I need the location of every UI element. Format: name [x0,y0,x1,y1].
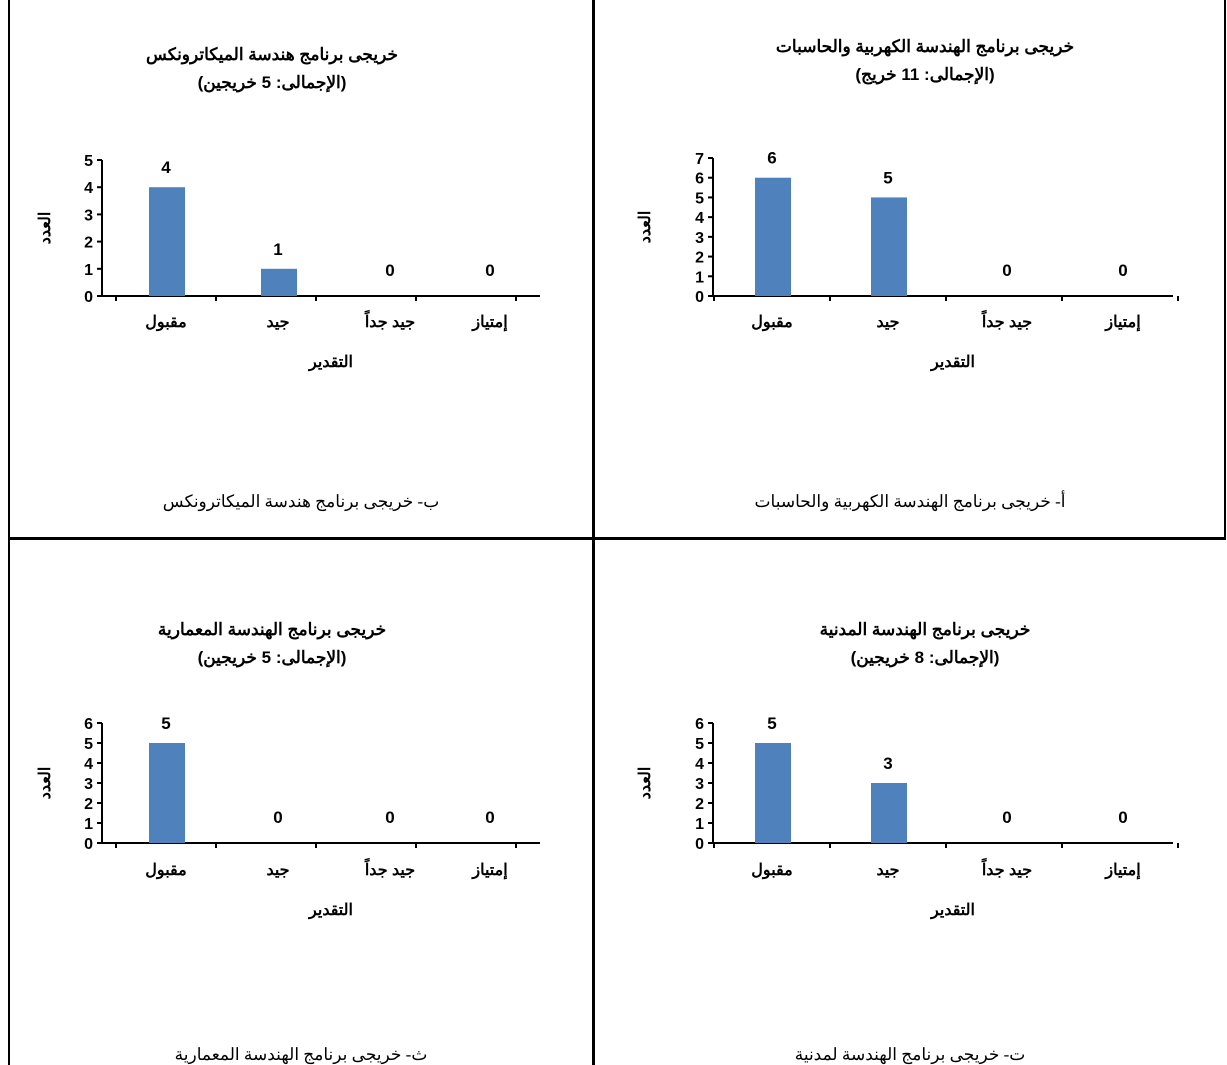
y-tick-label: 0 [695,289,704,306]
y-tick-label: 5 [695,190,704,207]
y-tick-label: 2 [695,796,704,813]
y-tick-label: 1 [84,816,93,833]
data-label: 5 [883,168,892,187]
data-label: 0 [1118,808,1127,827]
y-tick-label: 5 [695,736,704,753]
x-axis-title: التقدير [308,354,353,372]
table-divider-vertical [592,0,595,1065]
bar [755,743,791,843]
y-tick-label: 4 [84,180,93,197]
bar [755,177,791,296]
bar [261,268,297,296]
x-tick-label: جيد جداً [364,309,415,331]
chart-subtitle: (الإجمالى: 5 خريجين) [198,648,347,668]
y-tick-label: 6 [695,171,704,188]
x-tick-label: إمتياز [1104,862,1140,880]
y-tick-label: 5 [84,736,93,753]
data-label: 0 [485,808,494,827]
y-axis-title: العدد [37,212,54,245]
y-tick-label: 4 [84,756,93,773]
chart-subtitle: (الإجمالى: 5 خريجين) [198,73,347,93]
chart-cell-civil: خريجى برنامج الهندسة المدنية (الإجمالى: 8… [595,540,1225,1065]
bar [871,197,907,296]
bar [149,187,185,296]
chart-electrical: خريجى برنامج الهندسة الكهربية والحاسبات (… [637,37,1179,372]
data-label: 0 [385,808,394,827]
caption-mechatronics: ب- خريجى برنامج هندسة الميكاترونكس [162,492,440,511]
chart-title: خريجى برنامج هندسة الميكاترونكس [146,45,398,65]
y-axis-title: العدد [637,211,654,244]
data-label: 0 [273,808,282,827]
chart-subtitle: (الإجمالى: 11 خريج) [855,65,994,85]
chart-civil: خريجى برنامج الهندسة المدنية (الإجمالى: 8… [637,620,1179,920]
x-tick-label: مقبول [751,314,792,332]
y-tick-label: 1 [695,269,704,286]
y-tick-label: 0 [695,836,704,853]
x-tick-label: جيد [266,862,289,879]
table-border-right [1224,0,1226,540]
chart-cell-electrical: خريجى برنامج الهندسة الكهربية والحاسبات (… [595,0,1225,537]
data-label: 3 [883,754,892,773]
y-tick-label: 0 [84,836,93,853]
caption-architecture: ث- خريجى برنامج الهندسة المعمارية [174,1045,428,1064]
y-tick-label: 3 [695,230,704,247]
data-label: 0 [485,261,494,280]
x-tick-label: جيد [266,314,289,331]
x-tick-label: إمتياز [471,314,507,332]
y-tick-label: 4 [695,756,704,773]
x-tick-label: جيد [876,862,899,879]
x-axis-title: التقدير [930,902,975,920]
x-tick-label: جيد جداً [981,857,1032,879]
chart-title: خريجى برنامج الهندسة الكهربية والحاسبات [776,37,1074,57]
caption-civil: ت- خريجى برنامج الهندسة لمدنية [794,1045,1026,1064]
y-tick-label: 0 [84,289,93,306]
y-tick-label: 3 [84,207,93,224]
y-tick-label: 2 [84,796,93,813]
x-tick-label: جيد [876,314,899,331]
x-tick-label: مقبول [145,314,186,332]
x-axis-title: التقدير [308,902,353,920]
x-tick-label: إمتياز [1104,314,1140,332]
y-axis-title: العدد [37,767,54,800]
data-label: 5 [161,714,170,733]
chart-subtitle: (الإجمالى: 8 خريجين) [851,648,1000,668]
y-tick-label: 6 [695,716,704,733]
data-label: 0 [1002,808,1011,827]
y-tick-label: 5 [84,153,93,170]
y-tick-label: 1 [84,262,93,279]
chart-cell-mechatronics: خريجى برنامج هندسة الميكاترونكس (الإجمالى… [10,0,592,537]
y-tick-label: 3 [695,776,704,793]
chart-mechatronics: خريجى برنامج هندسة الميكاترونكس (الإجمالى… [37,45,540,372]
chart-architecture: خريجى برنامج الهندسة المعمارية (الإجمالى:… [37,620,540,920]
y-tick-label: 4 [695,210,704,227]
chart-cell-architecture: خريجى برنامج الهندسة المعمارية (الإجمالى:… [10,540,592,1065]
y-tick-label: 6 [84,716,93,733]
table-border-left [8,0,10,1065]
y-tick-label: 2 [84,235,93,252]
chart-title: خريجى برنامج الهندسة المعمارية [158,620,386,640]
data-label: 4 [161,158,171,177]
x-tick-label: جيد جداً [364,857,415,879]
data-label: 6 [767,149,776,168]
y-tick-label: 1 [695,816,704,833]
y-tick-label: 3 [84,776,93,793]
bar [871,783,907,843]
bar [149,743,185,843]
data-label: 0 [385,261,394,280]
data-label: 1 [273,240,282,259]
x-tick-label: جيد جداً [981,309,1032,331]
table-divider-horizontal [8,537,1226,540]
x-tick-label: إمتياز [471,862,507,880]
data-label: 0 [1002,261,1011,280]
x-tick-label: مقبول [751,862,792,880]
caption-electrical: أ- خريجى برنامج الهندسة الكهربية والحاسب… [754,492,1066,511]
data-label: 0 [1118,261,1127,280]
y-axis-title: العدد [637,767,654,800]
y-tick-label: 2 [695,250,704,267]
x-tick-label: مقبول [145,862,186,880]
chart-title: خريجى برنامج الهندسة المدنية [820,620,1031,640]
x-axis-title: التقدير [930,354,975,372]
y-tick-label: 7 [695,151,704,168]
data-label: 5 [767,714,776,733]
